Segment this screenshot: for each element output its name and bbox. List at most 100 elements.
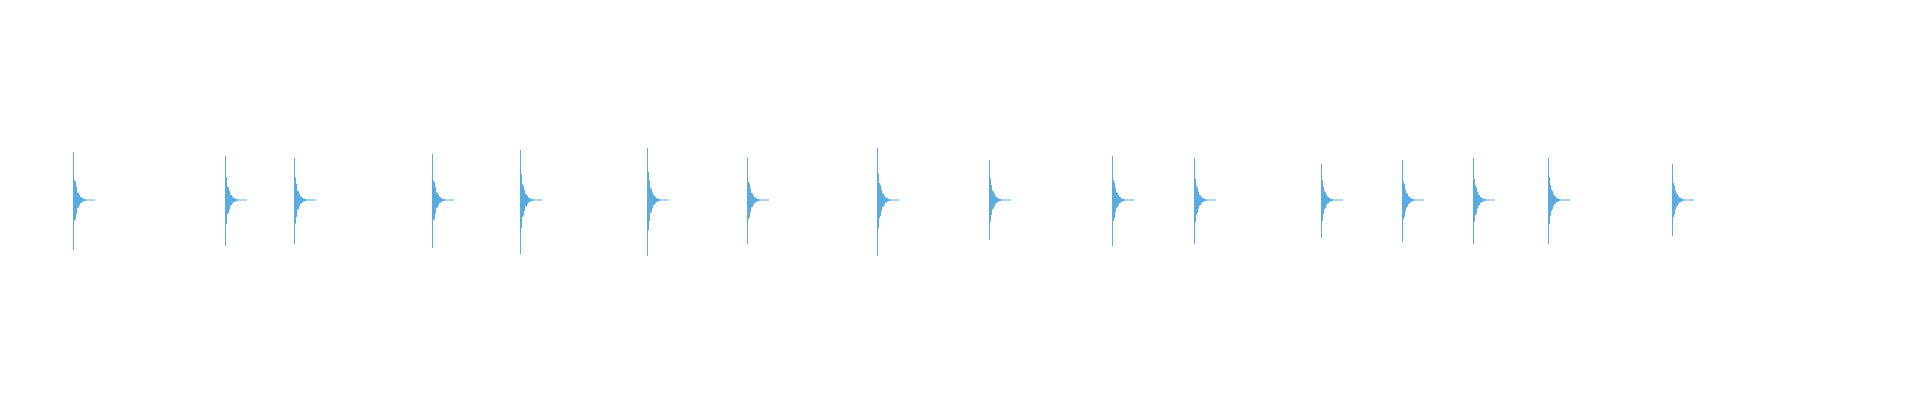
waveform-sample-bar — [80, 196, 81, 204]
waveform-sample-bar — [297, 190, 298, 210]
waveform-sample-bar — [886, 197, 887, 203]
waveform-sample-bar — [1487, 199, 1488, 201]
waveform-sample-bar — [1688, 199, 1689, 201]
waveform-sample-bar — [1675, 190, 1676, 210]
waveform-sample-bar — [84, 198, 85, 202]
waveform-sample-bar — [240, 199, 241, 201]
waveform-sample-bar — [305, 199, 306, 202]
waveform-sample-bar — [895, 199, 896, 201]
waveform-sample-bar — [1112, 156, 1113, 246]
waveform-sample-bar — [91, 199, 92, 201]
waveform-sample-bar — [1691, 199, 1692, 201]
waveform-transient — [1112, 156, 1134, 246]
waveform-sample-bar — [1119, 196, 1120, 204]
waveform-sample-bar — [753, 195, 754, 205]
waveform-sample-bar — [755, 197, 756, 203]
waveform-sample-bar — [521, 174, 522, 229]
waveform-sample-bar — [766, 199, 767, 201]
waveform-sample-bar — [1484, 199, 1485, 201]
waveform-sample-bar — [298, 191, 299, 210]
waveform-sample-bar — [541, 199, 542, 201]
waveform-sample-bar — [441, 198, 442, 203]
waveform-sample-bar — [1558, 198, 1559, 202]
waveform-sample-bar — [648, 171, 649, 231]
waveform-sample-bar — [990, 178, 991, 222]
waveform-sample-bar — [1113, 180, 1114, 221]
waveform-sample-bar — [1674, 185, 1675, 215]
waveform-sample-bar — [1414, 199, 1415, 201]
waveform-sample-bar — [1478, 194, 1479, 206]
waveform-sample-bar — [1323, 186, 1324, 214]
waveform-sample-bar — [1122, 198, 1123, 202]
waveform-sample-bar — [1481, 197, 1482, 203]
waveform-sample-bar — [433, 180, 434, 221]
waveform-sample-bar — [528, 197, 529, 203]
waveform-sample-bar — [1559, 199, 1560, 201]
waveform-sample-bar — [1126, 199, 1127, 201]
waveform-sample-bar — [445, 199, 446, 201]
waveform-sample-bar — [239, 199, 240, 201]
waveform-sample-bar — [762, 199, 763, 201]
waveform-sample-bar — [1569, 199, 1570, 201]
waveform-sample-bar — [652, 192, 653, 209]
waveform-sample-bar — [1130, 199, 1131, 201]
waveform-sample-bar — [1326, 194, 1327, 206]
waveform-sample-bar — [243, 199, 244, 201]
waveform-sample-bar — [1007, 199, 1008, 201]
waveform-sample-bar — [655, 196, 656, 204]
waveform-sample-bar — [1676, 193, 1677, 207]
waveform-sample-bar — [1342, 199, 1343, 201]
waveform-sample-bar — [763, 199, 764, 201]
waveform-sample-bar — [651, 189, 652, 212]
waveform-sample-bar — [1327, 196, 1328, 204]
waveform-sample-bar — [1339, 199, 1340, 201]
waveform-sample-bar — [1131, 199, 1132, 201]
waveform-sample-bar — [767, 199, 768, 201]
waveform-transient — [989, 160, 1011, 240]
waveform-sample-bar — [1693, 199, 1694, 201]
waveform-sample-bar — [751, 192, 752, 208]
waveform-sample-bar — [996, 196, 997, 204]
waveform-sample-bar — [1000, 199, 1001, 201]
waveform-sample-bar — [79, 194, 80, 206]
waveform-sample-bar — [1492, 199, 1493, 201]
waveform-sample-bar — [307, 199, 308, 201]
waveform-sample-bar — [535, 199, 536, 201]
waveform-sample-bar — [1321, 164, 1322, 238]
waveform-sample-bar — [668, 199, 669, 201]
waveform-sample-bar — [1422, 199, 1423, 201]
waveform-sample-bar — [1567, 199, 1568, 201]
waveform-sample-bar — [227, 186, 228, 215]
waveform-sample-bar — [1120, 197, 1121, 203]
waveform-sample-bar — [993, 191, 994, 209]
waveform-sample-bar — [1486, 199, 1487, 201]
waveform-transient — [73, 152, 95, 250]
waveform-sample-bar — [1338, 199, 1339, 201]
waveform-sample-bar — [1560, 199, 1561, 201]
waveform-sample-bar — [83, 198, 84, 202]
waveform-sample-bar — [1214, 199, 1215, 201]
waveform-sample-bar — [1213, 199, 1214, 201]
waveform-sample-bar — [1555, 196, 1556, 204]
waveform-sample-bar — [447, 199, 448, 201]
waveform-sample-bar — [1329, 197, 1330, 203]
waveform-sample-bar — [229, 190, 230, 210]
waveform-sample-bar — [663, 199, 664, 201]
waveform-transient — [294, 158, 316, 244]
waveform-sample-bar — [1133, 199, 1134, 201]
waveform-sample-bar — [1561, 199, 1562, 201]
waveform-sample-bar — [439, 197, 440, 204]
waveform-sample-bar — [764, 199, 765, 201]
waveform-sample-bar — [752, 193, 753, 207]
waveform-sample-bar — [1566, 199, 1567, 201]
waveform-sample-bar — [659, 199, 660, 201]
waveform-sample-bar — [999, 198, 1000, 202]
waveform-sample-bar — [879, 183, 880, 219]
waveform-sample-bar — [1685, 199, 1686, 201]
waveform-sample-bar — [1687, 199, 1688, 201]
waveform-sample-bar — [896, 199, 897, 201]
waveform-transient — [747, 158, 769, 244]
waveform-sample-bar — [1209, 199, 1210, 201]
waveform-sample-bar — [308, 199, 309, 201]
waveform-sample-bar — [232, 196, 233, 204]
